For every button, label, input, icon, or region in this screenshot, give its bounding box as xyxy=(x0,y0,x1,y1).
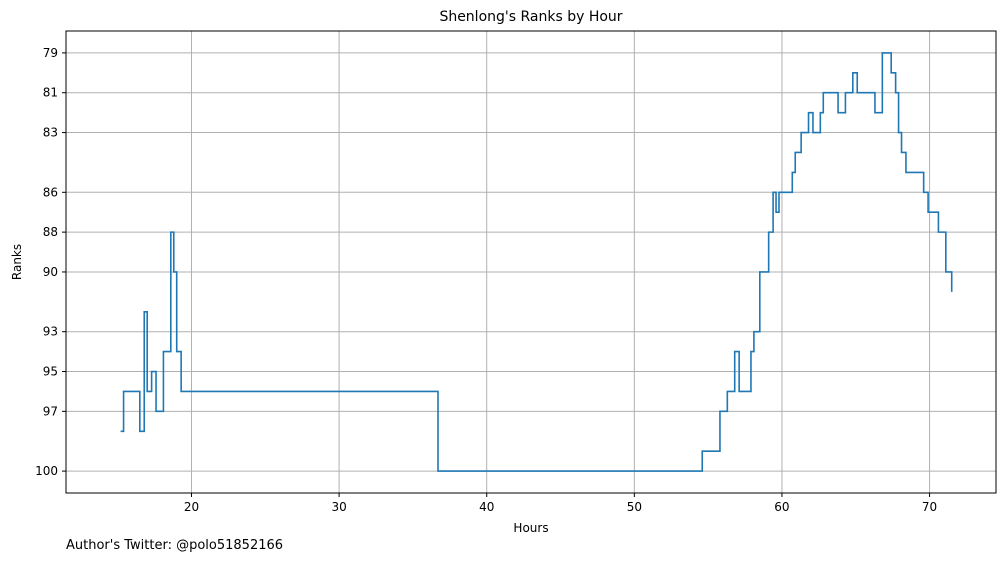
grid xyxy=(66,31,996,493)
y-axis-ticks: 79 81 83 86 88 90 93 95 97 100 xyxy=(35,46,66,478)
y-tick-label: 100 xyxy=(35,464,58,478)
y-tick-label: 83 xyxy=(43,126,58,140)
x-tick-label: 30 xyxy=(331,500,346,514)
x-tick-label: 70 xyxy=(922,500,937,514)
rank-step-line xyxy=(120,52,953,472)
x-axis-ticks: 20 30 40 50 60 70 xyxy=(184,493,937,514)
y-tick-label: 93 xyxy=(43,325,58,339)
author-credit: Author's Twitter: @polo51852166 xyxy=(66,538,284,553)
series-line xyxy=(120,52,953,472)
x-tick-label: 50 xyxy=(627,500,642,514)
y-tick-label: 86 xyxy=(43,185,58,199)
y-tick-label: 79 xyxy=(43,46,58,60)
y-axis-label: Ranks xyxy=(10,244,24,280)
x-tick-label: 40 xyxy=(479,500,494,514)
y-tick-label: 90 xyxy=(43,265,58,279)
y-tick-label: 81 xyxy=(43,86,58,100)
chart-title: Shenlong's Ranks by Hour xyxy=(439,9,622,25)
y-tick-label: 88 xyxy=(43,225,58,239)
plot-frame xyxy=(65,30,997,494)
y-tick-label: 95 xyxy=(43,365,58,379)
x-tick-label: 60 xyxy=(774,500,789,514)
y-tick-label: 97 xyxy=(43,404,58,418)
x-tick-label: 20 xyxy=(184,500,199,514)
x-axis-label: Hours xyxy=(513,521,548,535)
